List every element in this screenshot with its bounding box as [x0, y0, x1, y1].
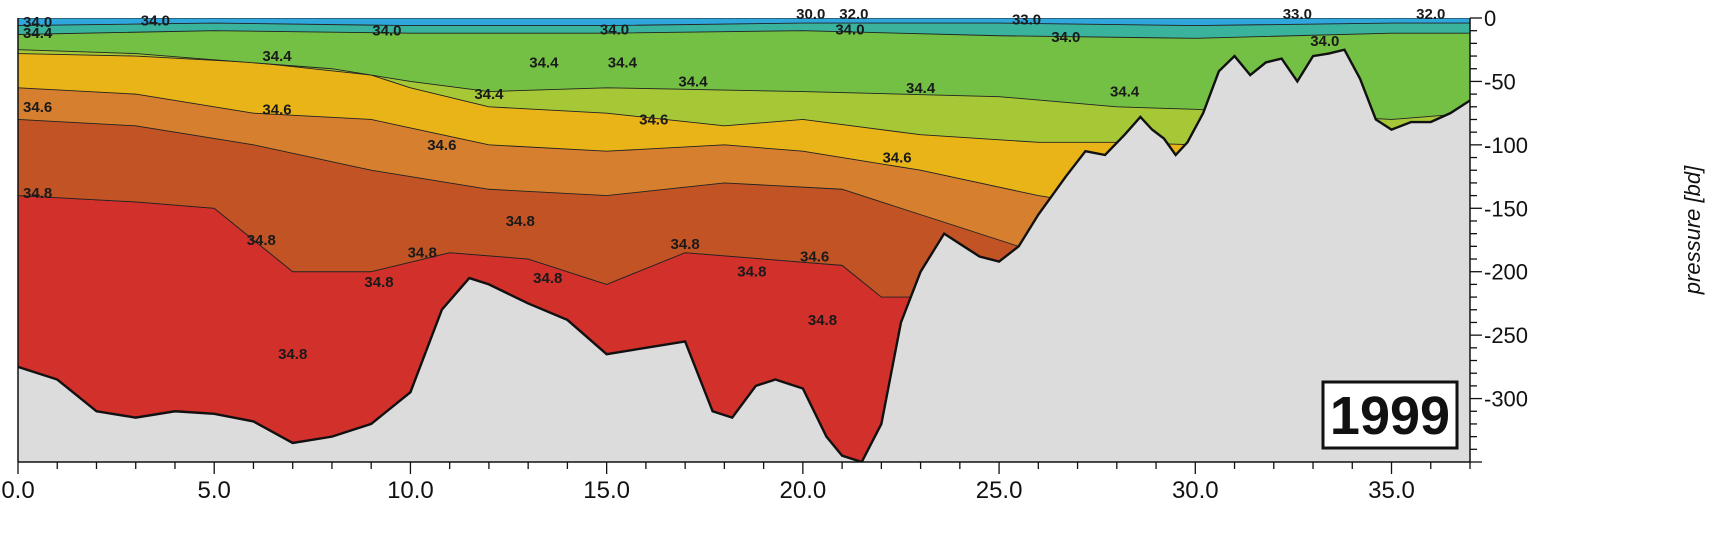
contour-labels: 34.034.434.034.034.434.6 34.634.834.834.8… — [23, 6, 1445, 363]
y-tick-label: 0 — [1484, 6, 1496, 31]
plot-area — [18, 18, 1470, 462]
contour-label: 34.6 — [639, 111, 668, 128]
contour-label: 34.8 — [23, 185, 52, 202]
x-tick-label: 30.0 — [1172, 477, 1219, 504]
y-tick-label: -100 — [1484, 133, 1528, 158]
contour-label: 34.0 — [141, 13, 170, 30]
y-tick-label: -150 — [1484, 196, 1528, 221]
x-tick-label: 5.0 — [198, 477, 231, 504]
contour-label: 34.4 — [474, 86, 504, 103]
contour-label: 34.0 — [1310, 33, 1339, 50]
y-tick-label: -300 — [1484, 387, 1528, 412]
x-tick-label: 35.0 — [1368, 477, 1415, 504]
contour-label: 34.0 — [600, 21, 629, 38]
contour-label: 34.6 — [800, 248, 829, 265]
contour-label: 33.0 — [1283, 6, 1312, 23]
year-label: 1999 — [1330, 386, 1450, 446]
contour-label: 34.8 — [247, 232, 276, 249]
x-tick-label: 0.0 — [1, 477, 34, 504]
seabed-line — [18, 48, 1470, 462]
salinity-contour-band — [18, 18, 1470, 120]
contour-label: 34.6 — [427, 137, 456, 154]
contour-label: 34.8 — [671, 236, 700, 253]
seabed-fill — [18, 49, 1470, 462]
y-axis: 0 -50 -100 -150 -200 -250 -300 — [1470, 6, 1528, 463]
year-box: 1999 — [1321, 380, 1459, 450]
contour-label: 34.6 — [882, 150, 911, 167]
contour-label: 34.0 — [835, 21, 864, 38]
contour-label: 34.6 — [23, 99, 52, 116]
salinity-contour-band — [18, 18, 1470, 27]
x-tick-label: 10.0 — [387, 477, 434, 504]
y-tick-label: -200 — [1484, 260, 1528, 285]
contour-label: 34.0 — [23, 14, 52, 31]
y-axis-label: pressure [bd] — [1680, 165, 1705, 295]
contour-label: 33.0 — [1012, 11, 1041, 28]
contour-label: 34.4 — [678, 73, 708, 90]
x-axis: 0.0 5.0 10.0 15.0 20.0 25.0 30.0 35.0 — [1, 462, 1471, 504]
contour-label: 30.0 — [796, 6, 825, 23]
contour-label: 34.8 — [737, 264, 766, 281]
contour-label: 34.4 — [1110, 84, 1140, 101]
contour-label: 34.8 — [808, 312, 837, 329]
year-box-frame — [1321, 380, 1459, 450]
x-tick-label: 15.0 — [583, 477, 630, 504]
x-tick-label: 20.0 — [780, 477, 827, 504]
contour-label: 34.4 — [262, 48, 292, 65]
contour-label: 34.0 — [372, 23, 401, 40]
contour-label: 34.8 — [533, 270, 562, 287]
contour-label: 32.0 — [1416, 6, 1445, 23]
contour-label: 34.0 — [1051, 29, 1080, 46]
contour-label: 34.4 — [23, 25, 53, 42]
contour-label: 34.6 — [262, 101, 291, 118]
contour-label: 34.4 — [608, 54, 638, 71]
contour-label: 34.4 — [906, 80, 936, 97]
plot-frame — [17, 18, 1471, 463]
x-tick-label: 25.0 — [976, 477, 1023, 504]
contour-label: 32.0 — [839, 6, 868, 23]
contour-label: 34.8 — [506, 213, 535, 230]
contour-label: 34.8 — [278, 346, 307, 363]
contour-label: 34.4 — [529, 54, 559, 71]
y-tick-label: -250 — [1484, 323, 1528, 348]
contour-label: 34.8 — [408, 245, 437, 262]
y-tick-label: -50 — [1484, 69, 1516, 94]
contour-label: 34.8 — [364, 274, 393, 291]
